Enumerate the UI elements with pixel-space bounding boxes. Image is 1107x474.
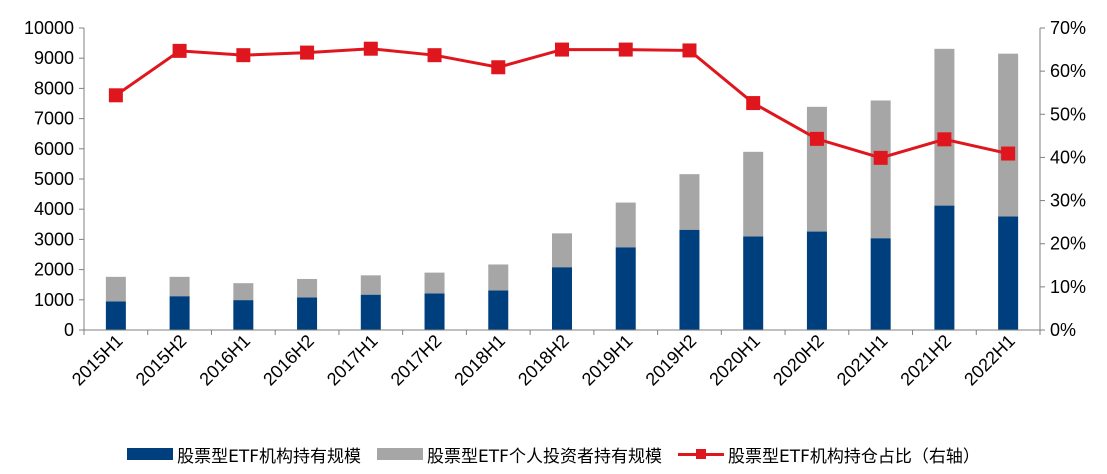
- legend-label-institutional: 股票型ETF机构持有规模: [177, 446, 362, 467]
- x-tick-label-2020H1: 2020H1: [705, 331, 764, 390]
- bar-institutional-2022H1: [998, 216, 1019, 330]
- bar-institutional-2017H2: [424, 293, 445, 330]
- bar-individual-2015H1: [105, 276, 126, 302]
- bar-institutional-2020H2: [806, 231, 827, 330]
- y-left-tick-label: 1000: [34, 290, 74, 310]
- bar-institutional-2021H2: [934, 205, 955, 330]
- bars-layer: [105, 48, 1019, 330]
- bar-institutional-2017H1: [360, 294, 381, 330]
- bar-individual-2022H1: [998, 53, 1019, 217]
- x-tick-label-2019H1: 2019H1: [578, 331, 637, 390]
- bar-individual-2020H2: [806, 106, 827, 232]
- legend-swatch-ratio: [677, 446, 724, 462]
- y-left-tick-label: 8000: [34, 78, 74, 98]
- chart: 2015H1 2015H2 2016H1 2016H2 2017H1 2017H2 2018…: [24, 18, 1086, 390]
- ratio-marker-2016H2: [300, 45, 315, 60]
- bar-individual-2016H1: [233, 283, 254, 301]
- y-right-tick-label: 30%: [1050, 191, 1086, 211]
- x-tick-label-2022H1: 2022H1: [960, 331, 1019, 390]
- y-right-tick-label: 0%: [1050, 320, 1076, 340]
- x-tick-label-2021H2: 2021H2: [896, 331, 955, 390]
- legend-item-ratio: 股票型ETF机构持仓占比（右轴）: [677, 442, 980, 467]
- y-tick-labels: 0 1000 2000 3000 4000 5000 6000 7000 8000 9000 100…: [24, 18, 1086, 340]
- legend-label-ratio: 股票型ETF机构持仓占比（右轴）: [727, 446, 980, 467]
- ratio-marker-2019H2: [682, 43, 697, 58]
- legend-label-individual: 股票型ETF个人投资者持有规模: [427, 446, 662, 467]
- y-left-tick-label: 3000: [34, 229, 74, 249]
- y-right-tick-label: 40%: [1050, 147, 1086, 167]
- y-right-tick-label: 20%: [1050, 234, 1086, 254]
- x-tick-label-2016H1: 2016H1: [195, 331, 254, 390]
- x-tick-label-2015H2: 2015H2: [132, 331, 191, 390]
- bar-institutional-2015H2: [169, 296, 190, 330]
- ratio-marker-2020H1: [746, 96, 761, 111]
- axes-layer: [79, 27, 1045, 335]
- y-right-tick-label: 50%: [1050, 104, 1086, 124]
- ratio-marker-2017H2: [427, 48, 442, 63]
- bar-institutional-2020H1: [743, 236, 764, 330]
- y-left-tick-label: 5000: [34, 169, 74, 189]
- y-left-tick-label: 2000: [34, 260, 74, 280]
- x-tick-label-2018H1: 2018H1: [450, 331, 509, 390]
- bar-individual-2019H1: [615, 202, 636, 248]
- y-left-tick-label: 6000: [34, 139, 74, 159]
- x-tick-label-2020H2: 2020H2: [769, 331, 828, 390]
- x-tick-label-2018H2: 2018H2: [514, 331, 573, 390]
- y-left-tick-label: 9000: [34, 48, 74, 68]
- bar-individual-2018H1: [488, 264, 509, 291]
- x-tick-label-2017H2: 2017H2: [387, 331, 446, 390]
- bar-institutional-2018H2: [552, 267, 572, 330]
- bar-individual-2019H2: [679, 174, 700, 230]
- bar-institutional-2021H1: [870, 238, 891, 330]
- bar-institutional-2019H2: [679, 229, 700, 330]
- y-left-tick-label: 10000: [24, 18, 74, 38]
- x-tick-label-2021H1: 2021H1: [833, 331, 892, 390]
- ratio-marker-2021H1: [873, 150, 888, 165]
- y-left-tick-label: 7000: [34, 109, 74, 129]
- legend-item-individual: 股票型ETF个人投资者持有规模: [377, 442, 662, 467]
- bar-individual-2021H2: [934, 48, 955, 206]
- legend-swatch-individual: [377, 448, 424, 460]
- legend: 股票型ETF机构持有规模 股票型ETF个人投资者持有规模 股票型ETF机构持仓占…: [0, 440, 1107, 468]
- ratio-marker-2018H1: [491, 60, 506, 75]
- legend-swatch-institutional: [127, 448, 174, 460]
- ratio-marker-2020H2: [809, 131, 824, 146]
- bar-individual-2015H2: [169, 276, 190, 297]
- ratio-marker-2021H2: [937, 132, 952, 147]
- x-tick-labels: 2015H1 2015H2 2016H1 2016H2 2017H1 2017H2 2018…: [68, 331, 1019, 390]
- y-right-tick-label: 10%: [1050, 277, 1086, 297]
- bar-individual-2020H1: [743, 151, 764, 237]
- bar-individual-2018H2: [552, 233, 572, 268]
- ratio-marker-2015H1: [108, 88, 123, 103]
- legend-swatch-ratio-marker: [695, 449, 706, 459]
- y-left-tick-label: 0: [64, 320, 74, 340]
- bar-individual-2017H2: [424, 272, 445, 294]
- line-layer: [108, 41, 1016, 165]
- y-right-tick-label: 60%: [1050, 61, 1086, 81]
- bar-institutional-2018H1: [488, 290, 509, 330]
- bar-institutional-2015H1: [105, 301, 126, 330]
- legend-item-institutional: 股票型ETF机构持有规模: [127, 442, 361, 467]
- bar-individual-2016H2: [297, 278, 318, 298]
- ratio-marker-2017H1: [363, 41, 378, 56]
- ratio-marker-2015H2: [172, 43, 187, 58]
- y-right-tick-label: 70%: [1050, 18, 1086, 38]
- ratio-marker-2018H2: [555, 42, 569, 57]
- bar-individual-2021H1: [870, 100, 891, 239]
- y-left-tick-label: 4000: [34, 199, 74, 219]
- x-tick-label-2015H1: 2015H1: [68, 331, 127, 390]
- bar-institutional-2016H1: [233, 300, 254, 330]
- x-tick-label-2017H1: 2017H1: [323, 331, 382, 390]
- bar-individual-2017H1: [360, 275, 381, 295]
- ratio-marker-2016H1: [236, 48, 251, 63]
- x-tick-label-2019H2: 2019H2: [642, 331, 701, 390]
- x-tick-label-2016H2: 2016H2: [259, 331, 318, 390]
- ratio-marker-2022H1: [1001, 146, 1016, 161]
- ratio-marker-2019H1: [618, 42, 633, 57]
- bar-institutional-2019H1: [615, 247, 636, 330]
- bar-institutional-2016H2: [297, 297, 318, 330]
